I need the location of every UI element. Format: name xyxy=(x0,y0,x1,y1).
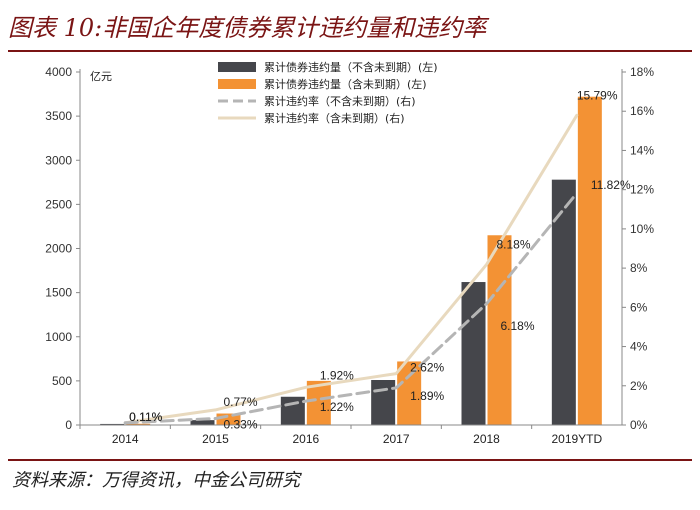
left-tick-label: 2000 xyxy=(45,242,72,256)
bar xyxy=(461,282,486,425)
source-note: 资料来源：万得资讯，中金公司研究 xyxy=(12,470,300,491)
data-label: 6.18% xyxy=(501,319,535,333)
left-tick-label: 1000 xyxy=(45,330,72,344)
right-tick-label: 12% xyxy=(630,183,654,197)
right-tick-label: 2% xyxy=(630,379,648,393)
left-tick-label: 2500 xyxy=(45,197,72,211)
bar xyxy=(190,420,215,425)
bar xyxy=(371,379,396,425)
default-rate-excl-line xyxy=(123,191,579,425)
data-label: 1.92% xyxy=(320,368,354,382)
right-tick-label: 10% xyxy=(630,222,654,236)
category-label: 2016 xyxy=(292,432,319,446)
data-label: 0.11% xyxy=(129,410,162,424)
category-label: 2018 xyxy=(473,432,500,446)
right-tick-label: 8% xyxy=(630,261,648,275)
legend-swatch xyxy=(218,62,256,72)
right-tick-label: 18% xyxy=(630,65,654,79)
left-tick-label: 4000 xyxy=(45,65,72,79)
bar xyxy=(487,235,512,425)
right-tick-label: 0% xyxy=(630,418,648,432)
data-label: 1.89% xyxy=(410,389,444,403)
bar xyxy=(280,396,305,425)
legend-label: 累计违约率（不含未到期）(右) xyxy=(264,94,416,108)
legend-label: 累计违约率（含未到期）(右) xyxy=(264,111,405,125)
left-tick-label: 500 xyxy=(52,374,72,388)
data-label: 1.22% xyxy=(320,400,354,414)
left-tick-label: 0 xyxy=(65,418,72,432)
data-label: 8.18% xyxy=(497,238,531,252)
category-label: 2017 xyxy=(383,432,410,446)
bar xyxy=(577,96,602,426)
right-tick-label: 4% xyxy=(630,340,648,354)
bar xyxy=(126,423,151,425)
right-tick-label: 16% xyxy=(630,104,654,118)
data-label: 15.79% xyxy=(577,88,618,102)
legend-swatch xyxy=(218,79,256,89)
legend-label: 累计债券违约量（含未到期）(左) xyxy=(264,77,427,91)
category-label: 2019YTD xyxy=(551,432,602,446)
source-rule xyxy=(8,459,692,461)
legend-label: 累计债券违约量（不含未到期）(左) xyxy=(264,60,438,74)
right-tick-label: 14% xyxy=(630,143,654,157)
left-tick-label: 1500 xyxy=(45,286,72,300)
data-label: 11.82% xyxy=(591,178,631,192)
chart: 0 500 1000 1500 2000 2500 3000 3500 4000 亿元 0% 2% 4%… xyxy=(45,60,654,446)
title-rule xyxy=(8,50,692,52)
bar xyxy=(397,361,422,425)
bar xyxy=(306,380,331,425)
default-rate-incl-line xyxy=(123,113,579,425)
category-label: 2015 xyxy=(202,432,229,446)
data-label: 0.33% xyxy=(224,418,258,432)
left-tick-label: 3000 xyxy=(45,153,72,167)
category-label: 2014 xyxy=(112,432,139,446)
left-tick-label: 3500 xyxy=(45,109,72,123)
bar xyxy=(100,423,125,425)
left-axis-unit: 亿元 xyxy=(90,70,112,83)
right-tick-label: 6% xyxy=(630,300,648,314)
data-label: 0.11% xyxy=(129,410,162,424)
figure-title: 图表 10:非国企年度债券累计违约量和违约率 xyxy=(8,14,487,42)
bar xyxy=(551,179,576,425)
bar xyxy=(216,413,241,425)
data-label: 0.77% xyxy=(224,395,258,409)
data-label: 2.62% xyxy=(410,361,444,375)
